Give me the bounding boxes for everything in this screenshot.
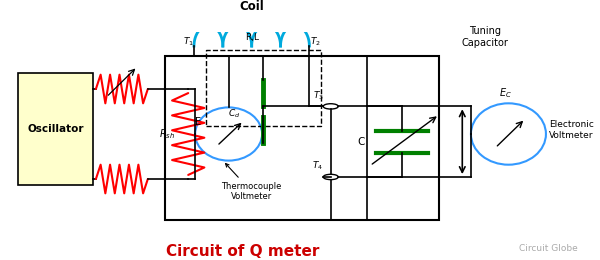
FancyBboxPatch shape <box>18 73 93 185</box>
Text: $T_2$: $T_2$ <box>310 36 320 48</box>
Text: Thermocouple
Voltmeter: Thermocouple Voltmeter <box>221 164 282 202</box>
Text: Tuning
Capacitor: Tuning Capacitor <box>462 27 509 48</box>
Text: Circuit Globe: Circuit Globe <box>520 244 578 254</box>
Text: $C_d$: $C_d$ <box>228 107 240 120</box>
Text: $E_C$: $E_C$ <box>499 86 512 100</box>
Text: Oscillator: Oscillator <box>27 124 84 134</box>
Text: C: C <box>358 137 365 147</box>
Text: $T_3$: $T_3$ <box>313 89 323 102</box>
Text: $R_{sh}$: $R_{sh}$ <box>160 127 176 141</box>
Bar <box>165 56 439 220</box>
Text: Circuit of Q meter: Circuit of Q meter <box>166 244 320 259</box>
Bar <box>206 50 321 126</box>
Text: Electronic
Voltmeter: Electronic Voltmeter <box>549 120 594 140</box>
Text: Coil: Coil <box>239 0 264 13</box>
Text: $T_1$: $T_1$ <box>183 36 194 48</box>
Text: R,L: R,L <box>245 33 259 42</box>
Text: $T_4$: $T_4$ <box>313 160 323 172</box>
Text: E: E <box>195 117 201 127</box>
